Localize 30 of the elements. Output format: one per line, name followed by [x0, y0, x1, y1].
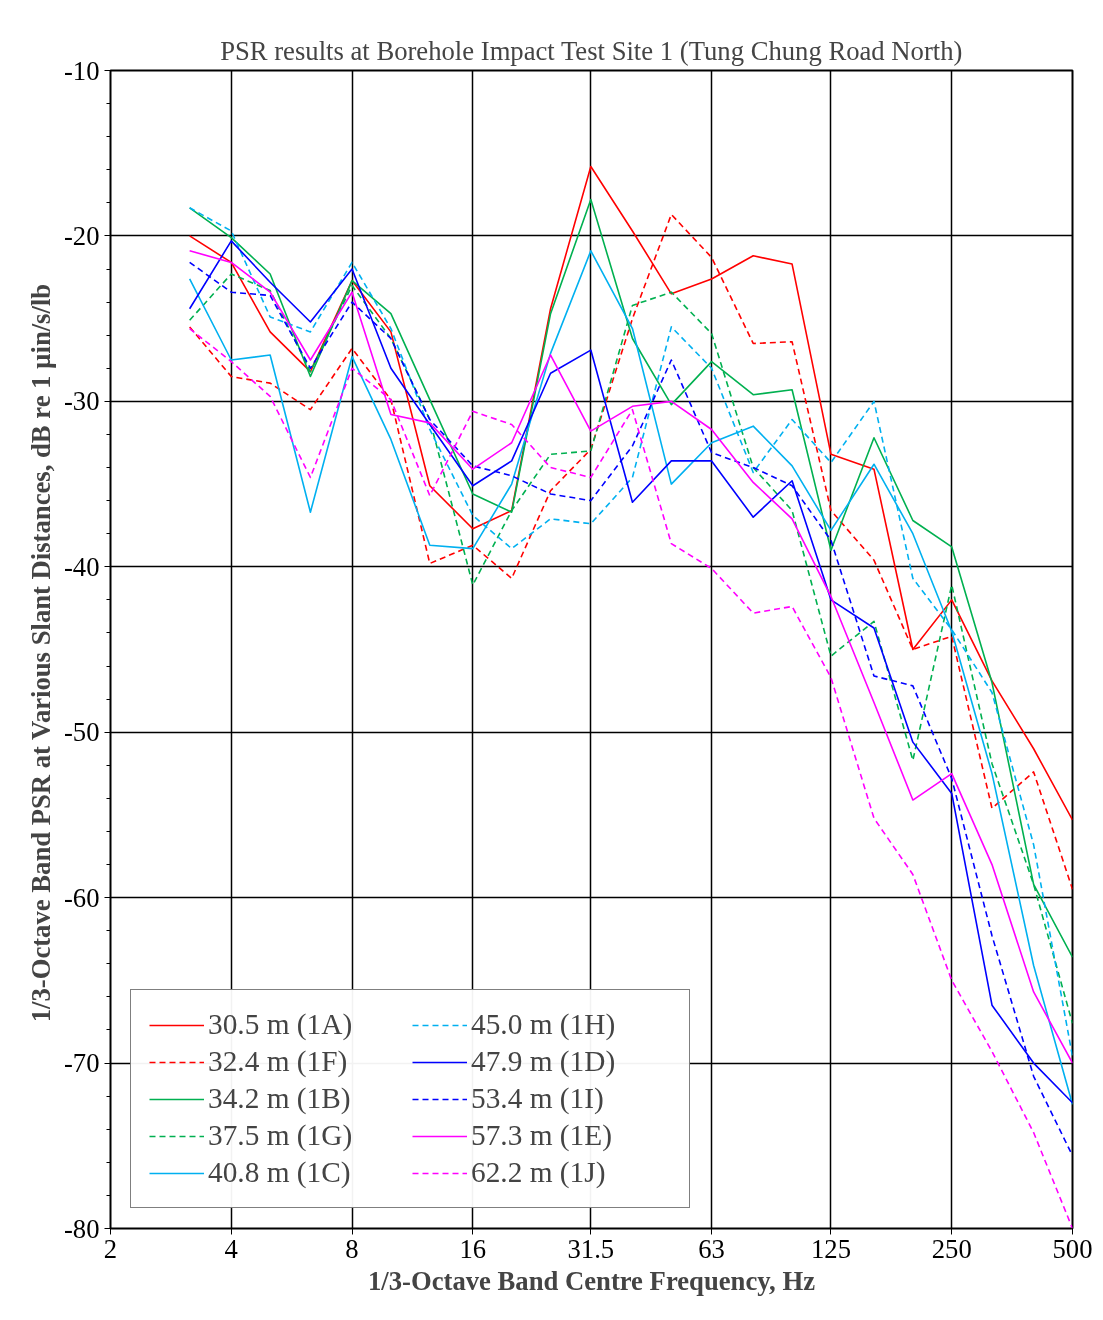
legend-label: 57.3 m (1E) — [471, 1119, 613, 1152]
legend-label: 37.5 m (1G) — [208, 1119, 354, 1152]
x-tick-label: 250 — [931, 1233, 972, 1264]
x-tick-label: 125 — [810, 1233, 851, 1264]
y-axis-title: 1/3-Octave Band PSR at Various Slant Distances, dB re 1 µin/s/lb — [25, 283, 56, 1023]
y-tick-label: -10 — [63, 55, 100, 86]
chart-title: PSR results at Borehole Impact Test Site 1 (Tung Chung Road North) — [220, 35, 963, 66]
x-tick-label: 4 — [224, 1233, 238, 1264]
legend-label: 30.5 m (1A) — [208, 1008, 354, 1041]
x-tick-label: 63 — [698, 1233, 725, 1264]
legend-label: 32.4 m (1F) — [208, 1045, 349, 1078]
y-tick-label: -60 — [63, 882, 100, 913]
legend-label: 40.8 m (1C) — [208, 1156, 352, 1189]
legend-label: 62.2 m (1J) — [471, 1156, 607, 1189]
x-axis-title: 1/3-Octave Band Centre Frequency, Hz — [368, 1265, 816, 1296]
x-tick-label: 8 — [345, 1233, 359, 1264]
legend-label: 47.9 m (1D) — [471, 1045, 617, 1078]
x-tick-label: 31.5 — [567, 1233, 615, 1264]
y-tick-label: -50 — [63, 717, 100, 748]
x-tick-label: 500 — [1052, 1233, 1093, 1264]
legend-label: 53.4 m (1I) — [471, 1082, 605, 1115]
x-tick-label: 2 — [103, 1233, 118, 1264]
y-tick-label: -20 — [63, 220, 100, 251]
x-tick-label: 16 — [459, 1233, 487, 1264]
y-tick-label: -30 — [63, 386, 100, 417]
y-tick-label: -70 — [63, 1048, 100, 1079]
legend-label: 34.2 m (1B) — [208, 1082, 352, 1115]
y-tick-label: -80 — [63, 1213, 100, 1244]
legend-label: 45.0 m (1H) — [471, 1008, 617, 1041]
y-tick-label: -40 — [63, 551, 100, 582]
